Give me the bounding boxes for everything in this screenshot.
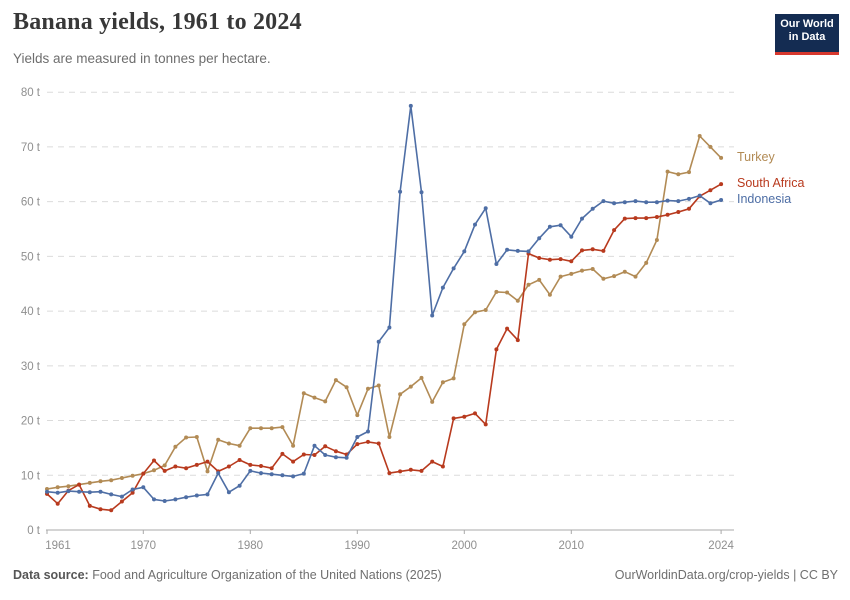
owid-logo-line1: Our World — [780, 18, 834, 30]
series-label-turkey[interactable]: Turkey — [737, 149, 775, 164]
y-axis-tick-label: 50 t — [21, 251, 41, 263]
owid-logo[interactable]: Our World in Data — [775, 14, 839, 55]
x-axis-tick-label: 1980 — [238, 540, 264, 552]
x-axis-tick-label: 2010 — [559, 540, 585, 552]
x-axis-tick-label: 1970 — [131, 540, 157, 552]
series-line-south-africa[interactable] — [45, 182, 724, 513]
y-axis-tick-label: 20 t — [21, 416, 41, 428]
y-axis-tick-label: 0 t — [27, 525, 41, 537]
data-source-label: Data source: — [13, 568, 89, 582]
x-axis-tick-label: 2000 — [452, 540, 478, 552]
y-axis-tick-label: 40 t — [21, 306, 41, 318]
y-axis-tick-label: 70 t — [21, 142, 41, 154]
series-line-turkey[interactable] — [45, 134, 724, 491]
series-line-indonesia[interactable] — [45, 103, 724, 503]
y-axis-tick-label: 80 t — [21, 87, 41, 99]
y-axis-tick-label: 10 t — [21, 470, 41, 482]
owid-logo-line2: in Data — [788, 31, 826, 43]
x-axis-tick-label: 1961 — [45, 540, 71, 552]
data-source-note: Data source: Food and Agriculture Organi… — [13, 568, 442, 582]
series-label-indonesia[interactable]: Indonesia — [737, 192, 792, 206]
y-axis-tick-label: 30 t — [21, 361, 41, 373]
y-gridlines: 0 t 10 t 20 t 30 t 40 t 50 t 60 t 70 t 80 t — [21, 87, 734, 537]
page-title: Banana yields, 1961 to 2024 — [13, 9, 302, 35]
x-axis-tick-label: 1990 — [345, 540, 371, 552]
x-axis: 1961 1970 1980 1990 2000 2010 2024 — [45, 530, 734, 552]
data-source-text: Food and Agriculture Organization of the… — [88, 568, 442, 582]
x-axis-tick-label: 2024 — [708, 540, 734, 552]
credit-link[interactable]: OurWorldinData.org/crop-yields | CC BY — [614, 568, 838, 582]
chart-subtitle: Yields are measured in tonnes per hectar… — [13, 51, 271, 66]
series-label-south-africa[interactable]: South Africa — [737, 176, 805, 191]
y-axis-tick-label: 60 t — [21, 197, 41, 209]
